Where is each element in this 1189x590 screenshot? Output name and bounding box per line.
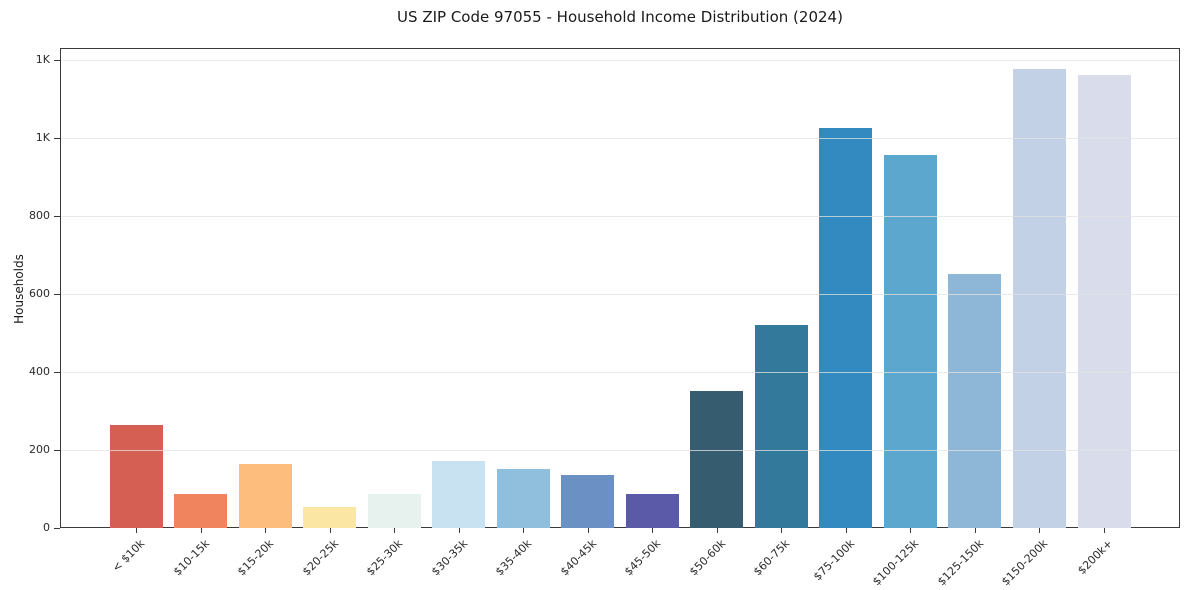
y-tick — [54, 528, 60, 529]
x-tick — [523, 528, 525, 533]
bar-75-100k — [819, 128, 873, 528]
x-tick — [1104, 528, 1105, 533]
y-tick — [54, 59, 60, 61]
x-tick-label: $15-20k — [234, 537, 277, 579]
x-tick-label: $50-60k — [686, 537, 728, 579]
x-tick — [200, 528, 202, 533]
bar-50-60k — [690, 391, 744, 528]
x-tick — [781, 528, 783, 533]
x-tick-label: $20-25k — [299, 537, 341, 579]
x-tick-label: $125-150k — [934, 537, 987, 589]
bar-35-40k — [496, 469, 550, 528]
y-tick-label: 1K — [35, 130, 50, 144]
bar-60-75k — [754, 325, 808, 528]
x-tick — [974, 528, 976, 533]
y-tick — [54, 449, 60, 451]
y-tick — [54, 371, 60, 373]
x-tick-label: $40-45k — [557, 537, 599, 579]
bar-20-25k — [303, 506, 357, 528]
bar-40-45k — [561, 474, 615, 528]
bar-150-200k — [1012, 69, 1066, 528]
y-tick-label: 400 — [29, 364, 50, 378]
x-tick-label: $10-15k — [170, 537, 212, 579]
y-tick — [54, 215, 60, 217]
bar-100-125k — [883, 155, 937, 528]
x-tick-label: $100-125k — [870, 537, 922, 589]
x-tick — [394, 528, 396, 533]
gridline — [61, 59, 1179, 61]
x-tick-label: $45-50k — [622, 537, 664, 579]
x-tick — [652, 528, 654, 533]
x-tick — [587, 528, 589, 533]
gridline — [61, 449, 1179, 451]
x-tick-label: $25-30k — [364, 537, 406, 579]
bar-125-150k — [948, 274, 1002, 528]
x-tick — [910, 528, 912, 533]
x-tick — [716, 528, 718, 533]
bar-10-15k — [174, 493, 228, 528]
x-tick-label: $150-200k — [999, 537, 1051, 589]
bar-200k — [1077, 75, 1131, 528]
bar-45-50k — [625, 493, 679, 528]
gridline — [61, 371, 1179, 373]
x-tick — [136, 528, 137, 533]
gridline — [61, 293, 1179, 295]
gridline — [61, 137, 1179, 139]
x-tick — [845, 528, 847, 533]
y-tick-label: 600 — [29, 286, 50, 300]
x-tick — [265, 528, 267, 533]
bar-25-30k — [367, 494, 421, 528]
y-tick-label: 200 — [29, 442, 50, 456]
y-tick-label: 1K — [35, 52, 50, 66]
x-tick-label: $30-35k — [428, 537, 470, 579]
x-tick — [329, 528, 331, 533]
chart-title: US ZIP Code 97055 - Household Income Dis… — [397, 8, 843, 26]
bar-30-35k — [432, 460, 486, 528]
x-tick — [458, 528, 460, 533]
y-tick-label: 0 — [43, 521, 50, 534]
y-tick — [54, 293, 60, 295]
bar-15-20k — [238, 463, 292, 528]
x-tick-label: $200k+ — [1075, 537, 1116, 578]
x-tick — [1039, 528, 1041, 533]
x-tick-label: < $10k — [109, 537, 148, 575]
gridline — [61, 215, 1179, 217]
bar-10k — [109, 424, 163, 528]
y-tick — [54, 137, 60, 139]
x-tick-label: $60-75k — [751, 537, 793, 579]
x-tick-label: $35-40k — [493, 537, 535, 579]
x-tick-label: $75-100k — [810, 537, 858, 584]
y-tick-label: 800 — [29, 208, 50, 222]
